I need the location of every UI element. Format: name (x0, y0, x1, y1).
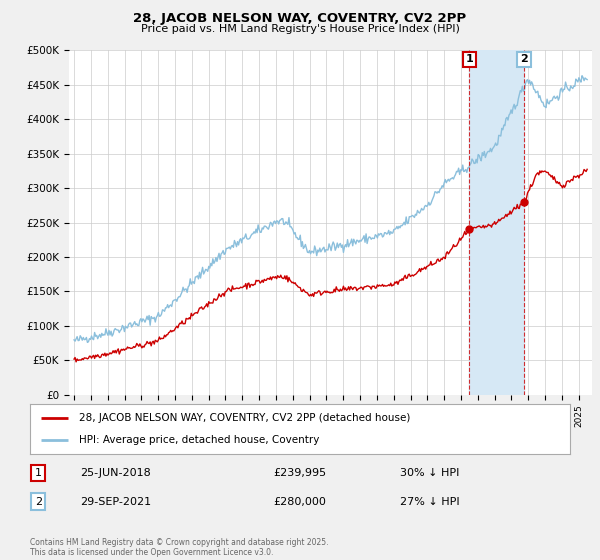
Text: Price paid vs. HM Land Registry's House Price Index (HPI): Price paid vs. HM Land Registry's House … (140, 24, 460, 34)
Text: Contains HM Land Registry data © Crown copyright and database right 2025.
This d: Contains HM Land Registry data © Crown c… (30, 538, 329, 557)
Text: 28, JACOB NELSON WAY, COVENTRY, CV2 2PP (detached house): 28, JACOB NELSON WAY, COVENTRY, CV2 2PP … (79, 413, 410, 423)
Text: 2: 2 (35, 497, 42, 507)
Text: £239,995: £239,995 (273, 468, 326, 478)
Bar (469, 50, 524, 395)
Text: HPI: Average price, detached house, Coventry: HPI: Average price, detached house, Cove… (79, 435, 319, 445)
Text: 27% ↓ HPI: 27% ↓ HPI (400, 497, 460, 507)
Text: 1: 1 (35, 468, 42, 478)
Text: 25-JUN-2018: 25-JUN-2018 (80, 468, 151, 478)
Text: 1: 1 (466, 54, 473, 64)
Text: 29-SEP-2021: 29-SEP-2021 (80, 497, 151, 507)
Text: £280,000: £280,000 (273, 497, 326, 507)
Text: 28, JACOB NELSON WAY, COVENTRY, CV2 2PP: 28, JACOB NELSON WAY, COVENTRY, CV2 2PP (133, 12, 467, 25)
Text: 30% ↓ HPI: 30% ↓ HPI (400, 468, 459, 478)
Text: 2: 2 (520, 54, 528, 64)
